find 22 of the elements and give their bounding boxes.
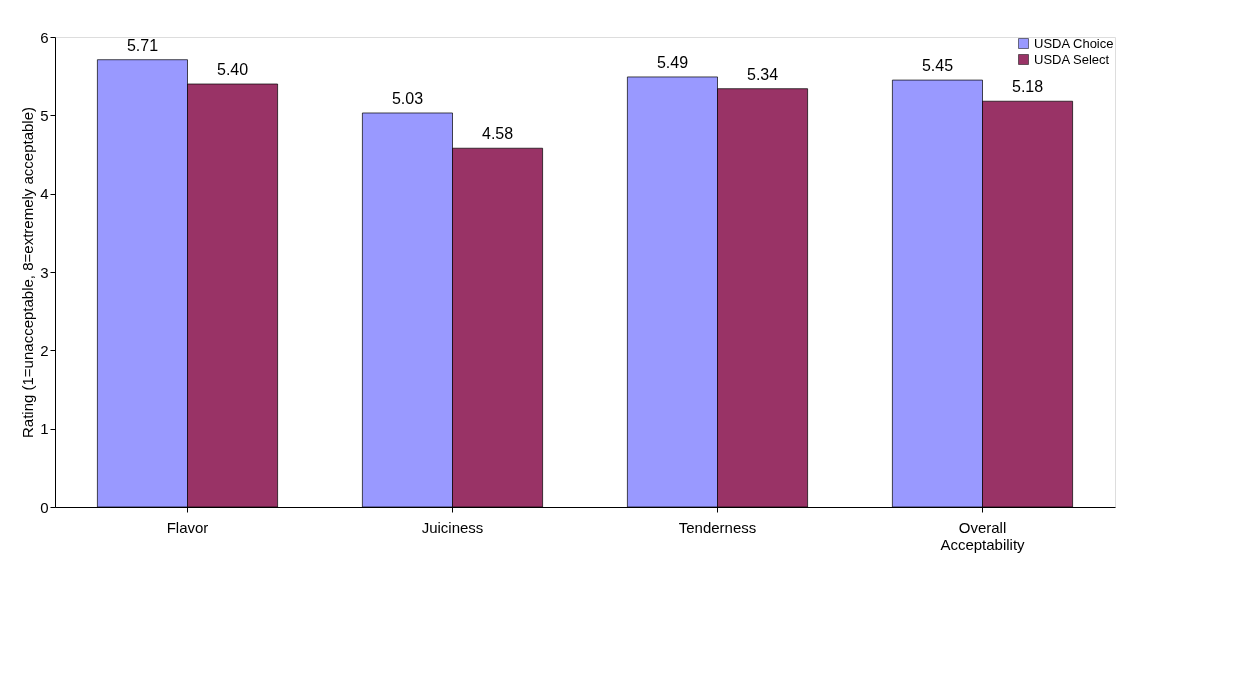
y-axis-title: Rating (1=unacceptable, 8=extremely acceptable): [19, 106, 37, 439]
x-tick-label: Overall Acceptability: [940, 518, 1026, 553]
legend-label: USDA Select: [1034, 51, 1110, 67]
y-tick-label: 5: [40, 106, 49, 124]
y-tick-label: 1: [40, 420, 49, 438]
y-tick-label: 0: [40, 498, 49, 516]
data-label: 5.71: [126, 36, 159, 54]
data-label: 5.45: [921, 57, 954, 75]
data-label: 5.40: [216, 61, 249, 78]
data-label: 5.03: [391, 89, 424, 107]
data-label: 5.34: [746, 65, 779, 83]
y-tick-label: 2: [40, 341, 49, 359]
y-tick-label: 6: [40, 28, 49, 46]
data-label: 5.49: [656, 53, 689, 71]
data-label: 4.58: [481, 125, 514, 143]
y-tick-label: 3: [40, 263, 49, 281]
data-label: 5.18: [1011, 78, 1044, 96]
x-tick-label: Tenderness: [678, 518, 757, 536]
y-tick-label: 4: [40, 185, 49, 203]
x-tick-label: Flavor: [166, 518, 209, 536]
legend-label: USDA Choice: [1034, 35, 1114, 51]
x-tick-label: Juiciness: [421, 518, 484, 536]
